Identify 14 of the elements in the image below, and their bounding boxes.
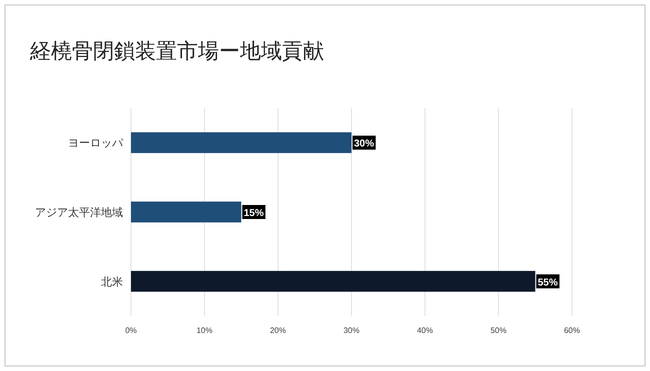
data-label: 55% <box>538 277 558 288</box>
x-tick-label: 10% <box>196 326 213 335</box>
y-tick-label: ヨーロッパ <box>68 138 124 150</box>
x-tick-label: 0% <box>125 326 137 335</box>
data-label: 30% <box>354 138 374 150</box>
x-tick-label: 20% <box>270 326 286 335</box>
data-label: 15% <box>244 208 264 219</box>
x-tick-label: 40% <box>416 326 434 335</box>
y-tick-label: アジア太平洋地域 <box>35 206 123 219</box>
x-tick-label: 30% <box>343 326 360 335</box>
y-tick-label: 北米 <box>101 275 123 288</box>
chart-title: 経橈骨閉鎖装置市場ー地域貢献 <box>29 40 324 63</box>
x-tick-label: 60% <box>564 326 580 335</box>
x-tick-label: 50% <box>490 326 507 335</box>
